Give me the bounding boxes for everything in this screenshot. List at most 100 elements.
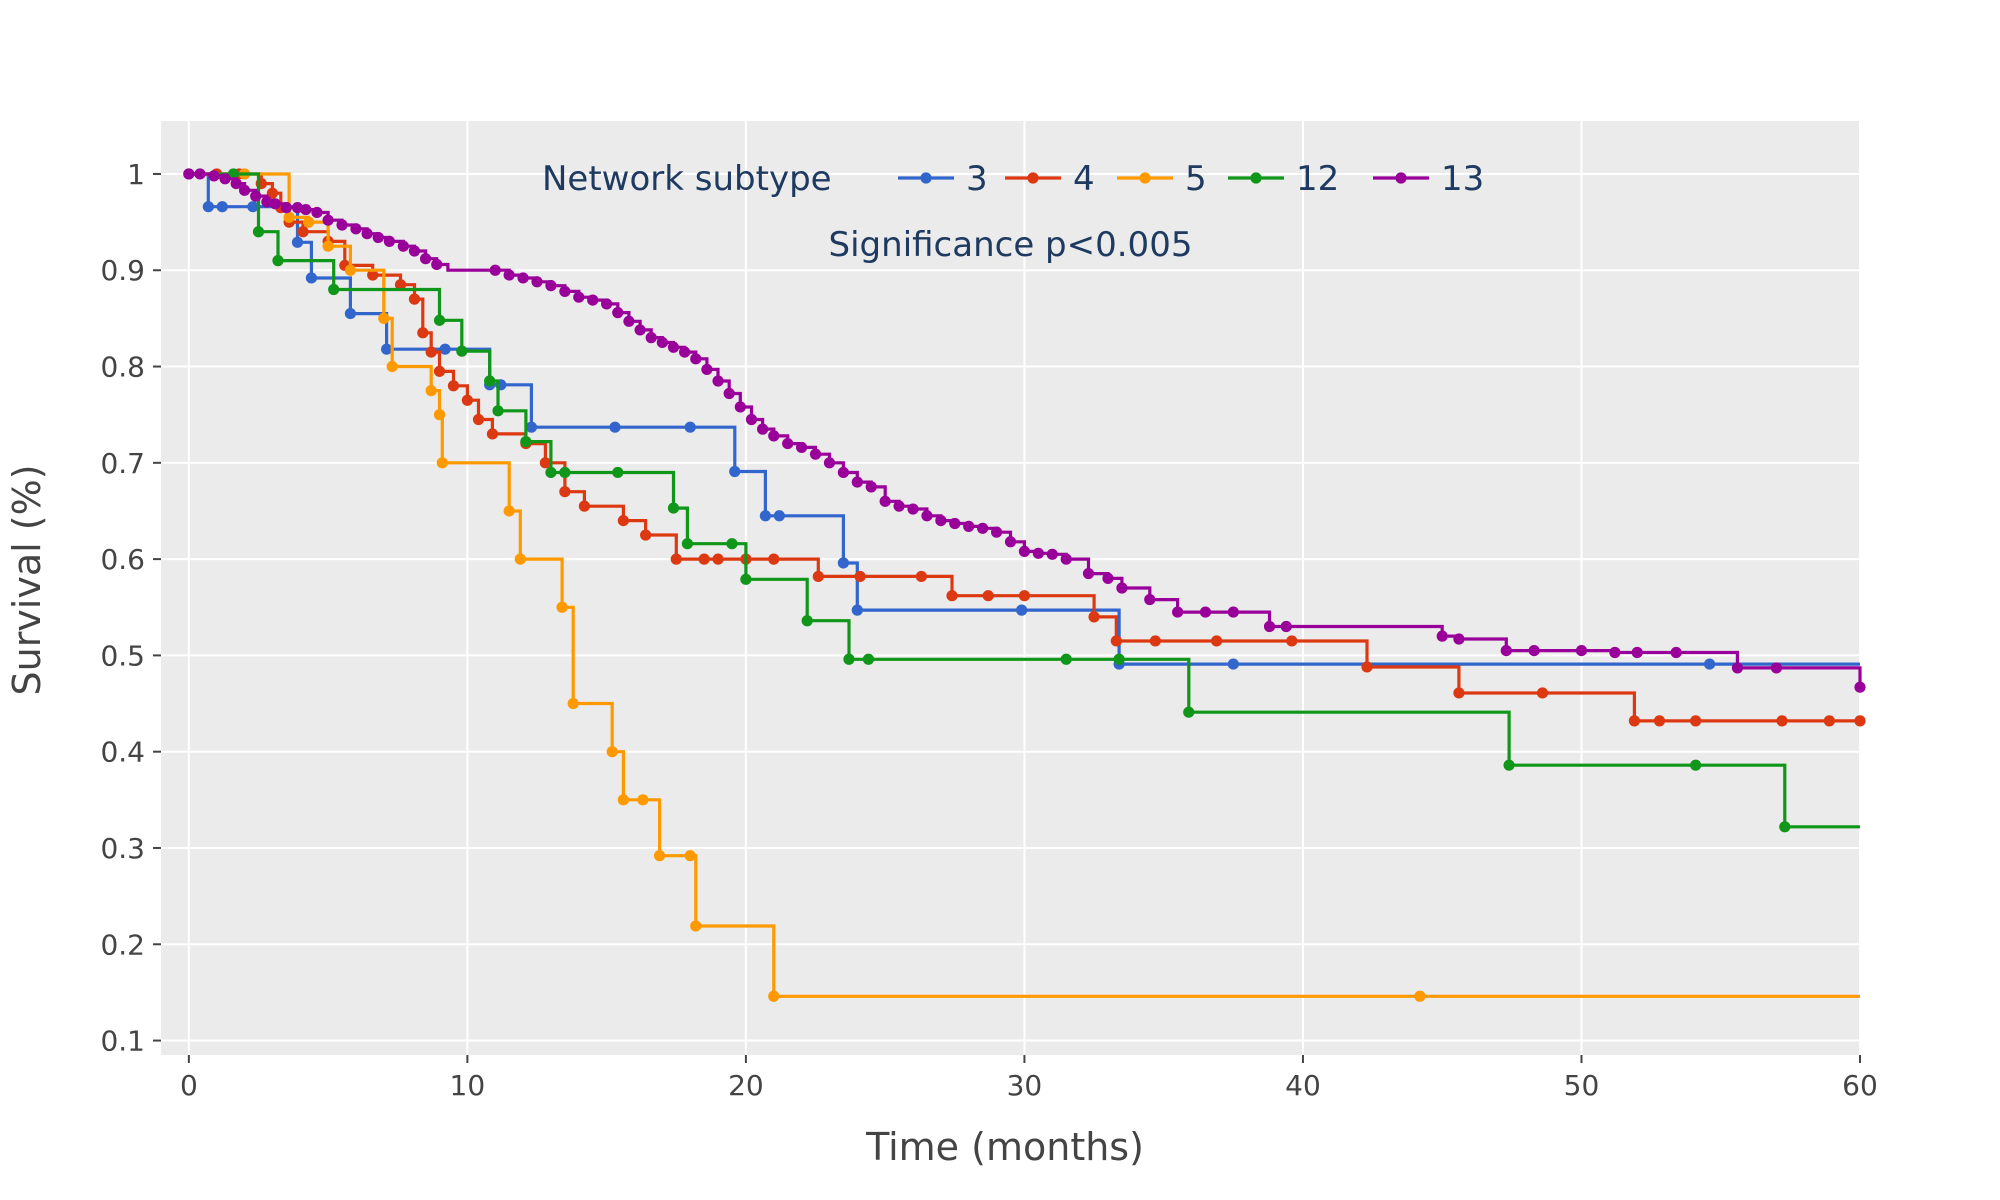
data-point [486, 428, 499, 440]
data-point [759, 510, 771, 522]
data-point [1060, 553, 1072, 565]
legend-label: 12 [1296, 159, 1339, 199]
data-point [768, 430, 780, 442]
data-point [726, 538, 738, 550]
data-point [862, 653, 875, 665]
data-point [492, 405, 504, 417]
data-point [227, 168, 240, 180]
legend-item: 4 [1005, 159, 1095, 199]
data-point [684, 850, 696, 862]
y-tick-label: 0.8 [100, 351, 145, 384]
y-tick-label: 0.2 [100, 928, 145, 961]
y-tick-label: 0.9 [100, 254, 145, 287]
data-point [1779, 821, 1791, 833]
data-point [503, 269, 515, 281]
data-point [303, 216, 315, 228]
data-point [367, 269, 379, 281]
data-point [990, 526, 1003, 538]
axis-ticks: 0 10 20 30 40 50 60 0.1 0.2 0.3 0.4 0.5 0.6 0.7 0.8 0.9… [100, 158, 1877, 1102]
legend-title: Network subtype [542, 159, 832, 199]
data-point [1453, 687, 1465, 699]
data-point [1854, 715, 1866, 727]
data-point [344, 264, 356, 276]
data-point [386, 360, 398, 373]
data-point [328, 283, 340, 296]
data-point [701, 363, 713, 376]
legend-item: 3 [898, 159, 988, 199]
series-line-12 [188, 172, 1860, 829]
data-point [921, 510, 933, 522]
data-point [559, 486, 571, 498]
data-point [1414, 990, 1426, 1002]
data-point [311, 206, 323, 219]
data-point [645, 332, 657, 344]
data-point [617, 794, 629, 806]
data-point [907, 503, 919, 515]
data-point [865, 481, 877, 493]
x-tick-label: 50 [1564, 1069, 1600, 1102]
annotations: Significance p<0.005 [829, 225, 1193, 265]
data-point [344, 307, 356, 320]
y-tick-label: 0.3 [100, 832, 145, 865]
y-tick-label: 0.6 [100, 543, 145, 576]
data-point [291, 236, 304, 248]
y-tick-label: 0.7 [100, 447, 145, 480]
data-point [982, 590, 994, 602]
data-point [283, 211, 295, 223]
data-point [812, 570, 824, 583]
data-point [300, 203, 312, 216]
data-point [1854, 681, 1866, 693]
data-point [879, 495, 891, 507]
data-point [667, 502, 680, 514]
data-point [1361, 661, 1373, 673]
data-point [1776, 715, 1788, 727]
data-point [383, 235, 395, 247]
data-point [963, 520, 975, 532]
data-point [531, 276, 543, 288]
data-point [782, 437, 794, 450]
data-point [1703, 658, 1716, 670]
data-point [419, 253, 432, 265]
data-point [1731, 662, 1744, 674]
data-point [219, 173, 231, 185]
data-point [1631, 646, 1643, 659]
data-point [408, 293, 421, 305]
data-point [1172, 606, 1184, 618]
data-point [612, 307, 624, 319]
data-point [216, 201, 228, 213]
data-point [517, 272, 529, 284]
data-point [851, 604, 863, 616]
data-point [601, 298, 613, 310]
data-point [559, 466, 571, 479]
data-point [843, 653, 855, 665]
data-point [425, 346, 437, 358]
data-point [690, 920, 702, 932]
data-point [202, 201, 214, 213]
data-point [372, 231, 384, 244]
data-point [1110, 635, 1122, 647]
data-point [757, 423, 769, 435]
data-point [456, 345, 468, 357]
data-point [1528, 644, 1540, 657]
data-point [723, 387, 735, 400]
data-point [1823, 715, 1835, 727]
data-point [578, 500, 590, 512]
data-point [280, 202, 292, 214]
data-point [272, 255, 284, 267]
data-point [1016, 604, 1028, 616]
data-point [1503, 759, 1515, 771]
data-point [297, 226, 309, 238]
data-point [208, 170, 220, 182]
data-point [1227, 606, 1239, 618]
y-tick-label: 0.1 [100, 1025, 145, 1058]
data-point [397, 240, 409, 252]
data-point [230, 177, 242, 190]
data-point [322, 214, 334, 226]
data-point [1018, 545, 1031, 558]
data-point [439, 343, 451, 355]
data-point [1183, 706, 1195, 718]
data-point [837, 466, 849, 479]
data-point [1199, 606, 1212, 618]
data-point [489, 264, 501, 276]
